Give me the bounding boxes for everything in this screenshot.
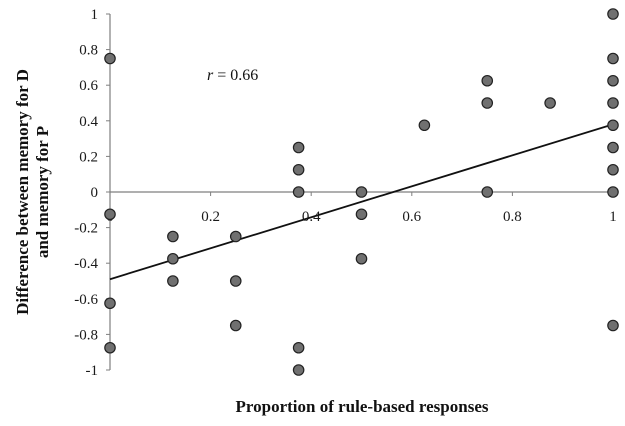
data-point	[607, 119, 619, 132]
x-axis-title: Proportion of rule-based responses	[236, 397, 489, 416]
data-point	[292, 341, 305, 354]
data-point	[167, 275, 179, 287]
y-tick-label: 0.2	[79, 149, 98, 165]
y-tick-label: 0.4	[79, 114, 98, 130]
y-axis-title-line-2: and memory for P	[33, 126, 52, 258]
data-point	[607, 186, 619, 198]
x-tick-label: 0.2	[201, 209, 220, 225]
x-tick-label: 0.8	[503, 209, 522, 225]
correlation-variable: r	[207, 67, 214, 84]
y-tick-label: -0.2	[74, 221, 98, 237]
data-point	[607, 141, 619, 154]
data-points	[104, 8, 619, 376]
data-point	[544, 97, 556, 109]
y-tick-label: 0.8	[79, 43, 98, 59]
data-point	[481, 186, 494, 198]
data-point	[607, 8, 619, 20]
data-point	[167, 230, 179, 243]
data-point	[607, 52, 619, 65]
data-point	[607, 74, 619, 87]
y-tick-labels: 1 0.8 0.6 0.4 0.2 0 -0.2 -0.4 -0.6 -0.8 -1	[74, 7, 110, 379]
data-point	[104, 208, 116, 221]
data-point	[104, 341, 116, 354]
y-axis-title-line-1: Difference between memory for D	[13, 69, 32, 315]
y-tick-label: 1	[91, 7, 99, 23]
data-point	[292, 163, 305, 176]
trendline-group	[109, 123, 614, 281]
data-point	[167, 252, 179, 265]
data-point	[481, 97, 494, 109]
data-point	[355, 186, 368, 198]
data-point	[229, 319, 242, 332]
data-point	[418, 119, 431, 132]
data-point	[229, 275, 242, 287]
correlation-value: = 0.66	[213, 67, 258, 84]
data-point	[355, 252, 368, 265]
data-point	[355, 208, 368, 221]
data-point	[607, 163, 619, 176]
x-tick-label: 0.6	[402, 209, 421, 225]
y-tick-label: -0.8	[74, 327, 98, 343]
data-point	[292, 141, 305, 154]
y-tick-label: 0	[91, 185, 99, 201]
correlation-annotation: r = 0.66	[207, 67, 258, 84]
data-point	[104, 297, 116, 310]
data-point	[292, 364, 305, 376]
y-tick-label: -1	[86, 363, 99, 379]
y-tick-label: -0.4	[74, 256, 98, 272]
data-point	[481, 74, 494, 87]
data-point	[292, 186, 305, 198]
y-tick-label: 0.6	[79, 78, 98, 94]
data-point	[607, 319, 619, 332]
data-point	[607, 97, 619, 109]
trendline	[109, 123, 614, 281]
data-point	[104, 52, 116, 65]
y-axis-title: Difference between memory for D and memo…	[13, 69, 52, 315]
x-tick-label: 1	[609, 209, 617, 225]
y-tick-label: -0.6	[74, 292, 98, 308]
data-point	[229, 230, 242, 243]
